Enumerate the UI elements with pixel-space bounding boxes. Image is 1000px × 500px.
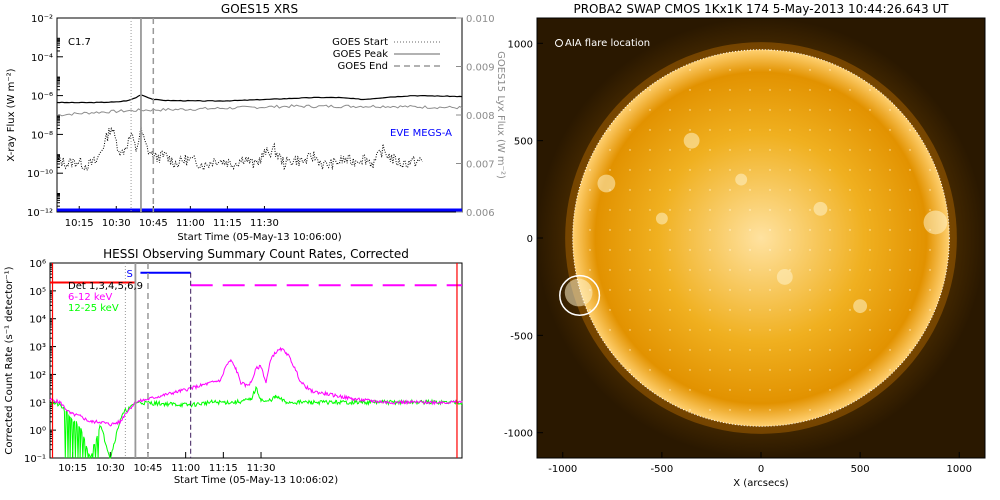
- swap-xtick-label: 1000: [947, 464, 972, 475]
- goes-ytick-right-label: 0.010: [466, 14, 495, 25]
- goes-xtick-label: 11:00: [176, 218, 205, 229]
- goes-xtick-label: 10:30: [102, 218, 131, 229]
- swap-ytick-label: 500: [514, 137, 533, 148]
- swap-image-layer: [537, 18, 985, 458]
- hessi-chart: HESSI Observing Summary Count Rates, Cor…: [4, 247, 463, 486]
- goes-chart: GOES15 XRS 10⁻¹² 10⁻¹⁰ 10⁻⁸ 10⁻⁶ 10⁻⁴ 10⁻² 0.0…: [6, 2, 506, 243]
- goes-xtick-label: 10:45: [139, 218, 168, 229]
- swap-title: PROBA2 SWAP CMOS 1Kx1K 174 5-May-2013 10…: [573, 2, 949, 16]
- swap-ytick-label: 0: [527, 234, 533, 245]
- hessi-ytick-label: 10²: [29, 370, 46, 381]
- swap-xtick-label: -500: [651, 464, 674, 475]
- hessi-ytick-label: 10⁶: [29, 259, 46, 270]
- goes-ytick-right-label: 0.006: [466, 208, 495, 219]
- hessi-title: HESSI Observing Summary Count Rates, Cor…: [103, 247, 409, 261]
- hessi-ytick-label: 10⁻¹: [24, 454, 46, 465]
- goes-eve-label: EVE MEGS-A: [390, 128, 452, 139]
- goes-ytick-label: 10⁻⁴: [31, 53, 53, 64]
- swap-image: PROBA2 SWAP CMOS 1Kx1K 174 5-May-2013 10…: [504, 2, 986, 489]
- goes-xray-short-line: [56, 126, 423, 172]
- hessi-ytick-label: 10³: [29, 343, 46, 354]
- goes-ytick-label: 10⁻⁸: [31, 130, 53, 141]
- goes-ytick-right-label: 0.008: [466, 111, 495, 122]
- goes-xlabel: Start Time (05-May-13 10:06:00): [177, 232, 341, 243]
- swap-limb: [572, 49, 950, 427]
- goes-ytick-right-label: 0.009: [466, 63, 495, 74]
- goes-xtick-label: 11:15: [213, 218, 242, 229]
- swap-flare-circle: [559, 274, 601, 317]
- hessi-xtick-label: 11:00: [171, 463, 200, 474]
- swap-xtick-label: 0: [758, 464, 764, 475]
- goes-ylabel-right: GOES15 Lyx Flux (W m⁻²): [495, 51, 506, 179]
- hessi-legend-label: 6-12 keV: [68, 292, 112, 303]
- goes-ytick-right-label: 0.007: [466, 160, 495, 171]
- hessi-xtick-label: 11:15: [209, 463, 238, 474]
- swap-flare-label: AIA flare location: [565, 38, 650, 49]
- swap-flare-legend-icon: [555, 39, 563, 47]
- hessi-ytick-label: 10⁴: [29, 315, 46, 326]
- goes-legend-label: GOES Peak: [333, 49, 388, 60]
- hessi-ytick-label: 10¹: [29, 398, 46, 409]
- goes-ylabel: X-ray Flux (W m⁻²): [6, 68, 17, 161]
- hessi-xtick-label: 10:30: [96, 463, 125, 474]
- goes-xtick-label: 10:15: [65, 218, 94, 229]
- hessi-frame: [49, 262, 463, 459]
- swap-xtick-label: 500: [851, 464, 870, 475]
- goes-class-label: C1.7: [68, 37, 91, 48]
- hessi-6-12-line: [49, 346, 463, 427]
- hessi-legend-label: Det 1,3,4,5,6,9: [68, 281, 143, 292]
- hessi-ylabel: Corrected Count Rate (s⁻¹ detector⁻¹): [4, 266, 15, 454]
- hessi-legend-label: 12-25 keV: [68, 303, 119, 314]
- goes-ytick-label: 10⁻¹²: [27, 208, 53, 219]
- hessi-xtick-label: 10:15: [58, 463, 87, 474]
- goes-frame: [56, 17, 463, 213]
- swap-ytick-label: -500: [510, 331, 533, 342]
- hessi-xtick-label: 11:30: [247, 463, 276, 474]
- hessi-xlabel: Start Time (05-May-13 10:06:02): [174, 475, 338, 486]
- goes-xtick-label: 11:30: [250, 218, 279, 229]
- goes-title: GOES15 XRS: [221, 2, 298, 16]
- hessi-ytick-label: 10⁵: [29, 287, 46, 298]
- swap-xtick-label: -1000: [548, 464, 577, 475]
- goes-lya-line: [56, 104, 463, 117]
- swap-ytick-label: -1000: [504, 429, 533, 440]
- hessi-xtick-label: 10:45: [134, 463, 163, 474]
- goes-ytick-label: 10⁻²: [31, 14, 53, 25]
- goes-ytick-label: 10⁻⁶: [31, 92, 53, 103]
- hessi-ytick-label: 10⁰: [29, 426, 46, 437]
- goes-legend-label: GOES Start: [332, 37, 388, 48]
- goes-ytick-label: 10⁻¹⁰: [27, 169, 53, 180]
- hessi-12-25-line: [49, 385, 463, 460]
- goes-xray-long-line: [56, 94, 463, 104]
- swap-grid-overlay: [572, 49, 950, 427]
- swap-xlabel: X (arcsecs): [733, 478, 789, 489]
- swap-ytick-label: 1000: [508, 39, 533, 50]
- goes-legend-label: GOES End: [338, 61, 388, 72]
- hessi-s-label: S: [126, 269, 132, 280]
